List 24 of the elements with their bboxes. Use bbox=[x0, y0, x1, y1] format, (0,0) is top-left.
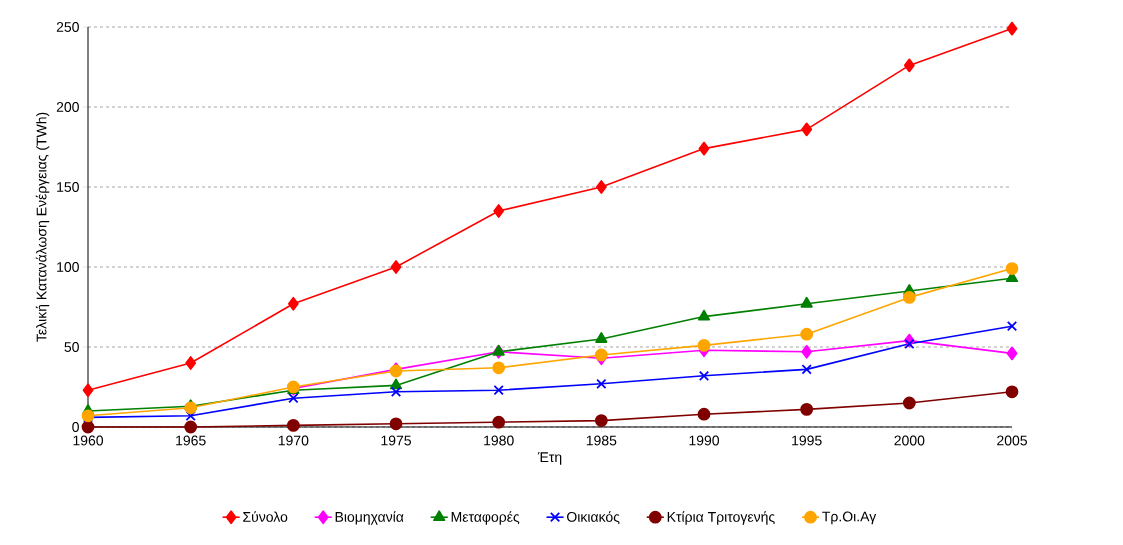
x-tick-label: 1975 bbox=[381, 435, 411, 446]
x-tick-label: 1980 bbox=[484, 435, 514, 446]
legend-label: Σύνολο bbox=[243, 511, 288, 522]
x-tick-label: 2000 bbox=[894, 435, 925, 446]
y-tick-label: 100 bbox=[57, 262, 79, 272]
legend-label: Μεταφορές bbox=[451, 511, 520, 525]
x-tick-label: 1990 bbox=[689, 435, 720, 446]
y-axis-title: Τελική Κατανάλωση Ενέργειας (TWh) bbox=[35, 112, 50, 342]
x-tick-label: 1970 bbox=[278, 435, 309, 446]
y-tick-label: 150 bbox=[57, 182, 79, 192]
y-tick-label: 250 bbox=[56, 22, 79, 32]
x-tick-label: 1965 bbox=[176, 435, 206, 446]
y-tick-label: 0 bbox=[72, 422, 79, 432]
x-tick-label: 2005 bbox=[997, 435, 1027, 446]
x-tick-label: 1985 bbox=[586, 435, 617, 446]
legend-label: Κτίρια Τριτογενής bbox=[667, 511, 775, 525]
y-tick-label: 200 bbox=[56, 102, 79, 112]
legend-label: Βιομηχανία bbox=[335, 511, 404, 525]
x-tick-label: 1995 bbox=[792, 435, 822, 446]
x-axis-title: Έτη bbox=[537, 452, 562, 465]
x-tick-label: 1960 bbox=[73, 435, 104, 446]
y-tick-label: 50 bbox=[64, 342, 79, 352]
legend-label: Τρ.Οι.Αγ bbox=[822, 511, 877, 525]
legend-label: Οικιακός bbox=[567, 511, 620, 525]
